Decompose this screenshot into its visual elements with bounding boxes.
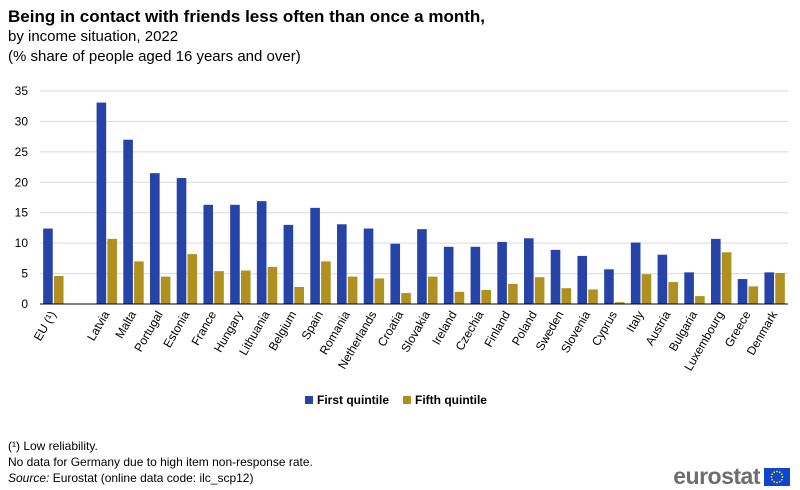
legend-swatch [403,396,411,404]
eurostat-logo: eurostat [673,463,790,490]
bar-first-quintile [764,272,774,304]
logo-text: eurostat [673,463,760,490]
bar-first-quintile [310,208,320,304]
bar-fifth-quintile [722,252,732,304]
bar-fifth-quintile [668,282,678,304]
bar-fifth-quintile [455,292,465,304]
legend-label: First quintile [317,393,389,407]
footnote-germany: No data for Germany due to high item non… [8,454,313,470]
x-tick-label: Italy [624,309,647,335]
bar-first-quintile [123,140,133,304]
legend-label: Fifth quintile [415,393,487,407]
bar-fifth-quintile [107,239,117,304]
bar-fifth-quintile [268,267,278,304]
y-tick-label: 10 [15,236,29,250]
bar-fifth-quintile [321,261,331,304]
bar-fifth-quintile [695,296,705,304]
y-tick-label: 25 [15,145,29,159]
bar-fifth-quintile [775,273,785,304]
y-tick-label: 35 [15,84,29,98]
bar-fifth-quintile [428,277,438,304]
y-tick-label: 15 [15,206,29,220]
footnote-low-reliability: (¹) Low reliability. [8,438,313,454]
bar-fifth-quintile [134,261,144,304]
bar-fifth-quintile [749,286,759,304]
bar-first-quintile [230,205,240,304]
bar-first-quintile [738,279,748,304]
bar-first-quintile [364,229,374,304]
bar-first-quintile [444,247,454,304]
bar-first-quintile [257,201,267,304]
bar-first-quintile [631,243,641,304]
x-tick-label: Finland [481,309,513,350]
bar-first-quintile [604,269,614,304]
bar-fifth-quintile [348,277,358,304]
bar-first-quintile [524,238,534,304]
bar-first-quintile [577,256,587,304]
bar-fifth-quintile [481,290,491,304]
x-tick-label: EU (¹) [31,309,59,344]
y-tick-label: 20 [15,175,29,189]
source-line: Source: Eurostat (online data code: ilc_… [8,470,313,486]
bar-fifth-quintile [535,277,545,304]
bar-first-quintile [497,242,507,304]
bar-first-quintile [284,225,294,304]
bar-first-quintile [43,229,53,304]
x-tick-label: Estonia [160,308,192,350]
bar-fifth-quintile [588,289,598,304]
bar-fifth-quintile [241,271,251,304]
x-tick-label: Spain [299,309,326,343]
bar-fifth-quintile [294,287,304,304]
eu-flag-icon [764,468,790,486]
x-tick-label: Latvia [84,308,112,343]
bar-fifth-quintile [508,284,518,304]
bar-first-quintile [203,205,213,304]
bar-first-quintile [97,103,107,304]
bar-first-quintile [150,173,160,304]
y-tick-label: 0 [21,297,28,311]
bar-fifth-quintile [375,278,385,304]
bar-fifth-quintile [401,293,411,304]
bar-fifth-quintile [642,274,652,304]
y-tick-label: 5 [21,267,28,281]
bar-first-quintile [417,229,427,304]
bar-first-quintile [471,247,481,304]
bar-fifth-quintile [562,288,572,304]
bar-first-quintile [684,272,694,304]
bar-first-quintile [337,224,347,304]
bar-first-quintile [551,250,561,304]
x-tick-label: Malta [112,308,139,341]
bar-fifth-quintile [188,254,198,304]
footnotes: (¹) Low reliability. No data for Germany… [8,438,313,486]
bar-fifth-quintile [54,276,64,304]
bar-first-quintile [711,239,721,304]
legend-swatch [305,396,313,404]
bar-first-quintile [658,255,668,304]
bar-fifth-quintile [161,277,171,304]
bar-first-quintile [177,178,187,304]
bar-fifth-quintile [214,271,224,304]
source-label: Source: [8,471,49,485]
bar-first-quintile [390,244,400,304]
source-text: Eurostat (online data code: ilc_scp12) [49,471,253,485]
x-tick-label: Cyprus [589,309,620,349]
y-tick-label: 30 [15,114,29,128]
